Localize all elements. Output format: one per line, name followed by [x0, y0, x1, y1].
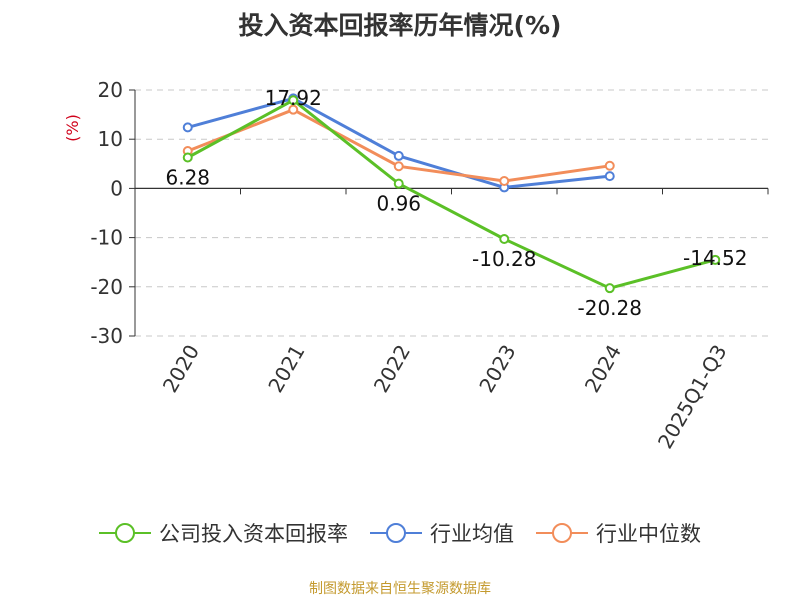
y-tick-label: -10: [90, 226, 123, 250]
series-line: [187, 98, 716, 290]
data-label: -20.28: [578, 296, 642, 320]
data-label: 17.92: [265, 86, 322, 110]
data-point: [182, 122, 193, 133]
data-point: [288, 95, 299, 106]
x-tick-label: 2024: [580, 341, 626, 397]
source-note: 制图数据来自恒生聚源数据库: [309, 581, 491, 597]
y-tick-label: -20: [90, 275, 123, 299]
x-tick-label: 2021: [263, 341, 309, 397]
legend-label: 行业中位数: [596, 522, 701, 546]
legend: 公司投入资本回报率 行业均值 行业中位数: [0, 518, 800, 548]
data-point: [182, 152, 193, 163]
legend-label: 行业均值: [430, 522, 514, 546]
data-point: [499, 176, 510, 187]
y-tick-label: 10: [98, 127, 123, 151]
data-point: [499, 233, 510, 244]
data-labels: 6.28 17.92 0.96 -10.28 -20.28 -14.52: [165, 86, 747, 320]
legend-item-industry-mean[interactable]: 行业均值: [370, 518, 514, 548]
legend-label: 公司投入资本回报率: [159, 522, 348, 546]
series-lines: [182, 93, 721, 294]
data-label: -10.28: [472, 247, 536, 271]
data-point: [604, 283, 615, 294]
x-tick-label: 2025Q1-Q3: [653, 341, 732, 453]
legend-swatch-icon: [370, 522, 422, 544]
data-point: [393, 150, 404, 161]
y-tick-label: -30: [90, 324, 123, 348]
y-axis-label: (%): [63, 114, 82, 142]
data-point: [710, 254, 721, 265]
data-point: [288, 104, 299, 115]
data-point: [393, 161, 404, 172]
legend-item-industry-median[interactable]: 行业中位数: [536, 518, 701, 548]
x-tick-label: 2023: [474, 341, 520, 397]
y-tick-label: 0: [110, 176, 123, 200]
data-label: -14.52: [683, 246, 747, 270]
y-tick-label: 20: [98, 78, 123, 102]
data-point: [604, 160, 615, 171]
data-point: [604, 171, 615, 182]
axes: 20 10 0 -10 -20 -30 (%) 2020 2021 2022 2023 2024 202…: [63, 78, 769, 453]
data-point: [393, 178, 404, 189]
legend-item-company[interactable]: 公司投入资本回报率: [99, 518, 348, 548]
chart-title: 投入资本回报率历年情况(%): [238, 11, 562, 40]
x-tick-label: 2020: [158, 341, 204, 397]
legend-swatch-icon: [536, 522, 588, 544]
data-label: 0.96: [376, 192, 421, 216]
data-label: 6.28: [165, 166, 210, 190]
x-tick-label: 2022: [369, 341, 415, 397]
legend-swatch-icon: [99, 522, 151, 544]
